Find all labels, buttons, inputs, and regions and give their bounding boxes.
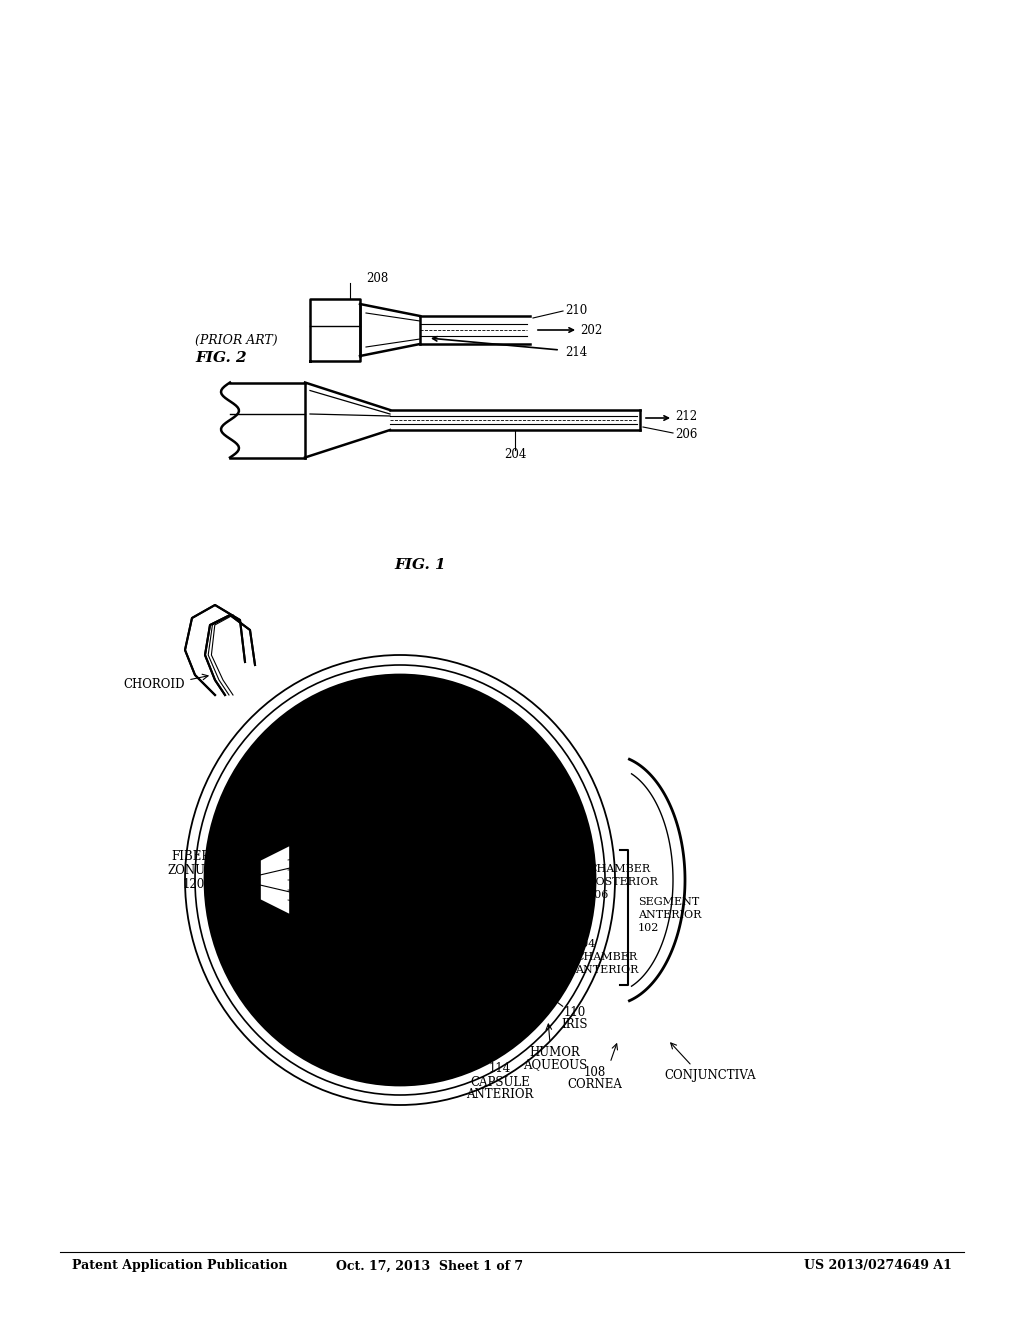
Text: Oct. 17, 2013  Sheet 1 of 7: Oct. 17, 2013 Sheet 1 of 7	[337, 1259, 523, 1272]
Text: 110: 110	[564, 1006, 586, 1019]
Text: CONJUNCTIVA: CONJUNCTIVA	[665, 1068, 756, 1081]
Text: DISK: DISK	[335, 722, 366, 734]
Text: (PRIOR ART): (PRIOR ART)	[195, 334, 278, 346]
Text: RETINA: RETINA	[255, 754, 304, 767]
Text: 210: 210	[565, 304, 587, 317]
Text: CHAMBER: CHAMBER	[588, 865, 650, 874]
Text: 202: 202	[580, 323, 602, 337]
Text: 212: 212	[675, 411, 697, 424]
Text: CAPSULE: CAPSULE	[295, 788, 355, 800]
Text: FIG. 2: FIG. 2	[195, 351, 247, 366]
Text: ZONULE: ZONULE	[168, 863, 222, 876]
Text: Patent Application Publication: Patent Application Publication	[72, 1259, 288, 1272]
Text: HUMOR: HUMOR	[529, 1045, 581, 1059]
Text: 104: 104	[575, 939, 596, 949]
Text: ANTERIOR: ANTERIOR	[638, 909, 701, 920]
Text: FOVEA: FOVEA	[421, 726, 464, 738]
Text: 206: 206	[675, 428, 697, 441]
Text: ANTERIOR: ANTERIOR	[575, 965, 638, 975]
Text: LENS: LENS	[408, 874, 442, 887]
Text: CAPSULE: CAPSULE	[470, 1076, 529, 1089]
Text: CORNEA: CORNEA	[567, 1078, 623, 1092]
Text: IRIS: IRIS	[562, 1019, 588, 1031]
Text: ANTERIOR: ANTERIOR	[466, 1089, 534, 1101]
Text: 118: 118	[265, 738, 287, 751]
Text: 112: 112	[470, 836, 493, 849]
Text: VITREOUS HUMOR: VITREOUS HUMOR	[319, 774, 440, 787]
Ellipse shape	[205, 675, 595, 1085]
Text: 204: 204	[504, 449, 526, 462]
Text: 214: 214	[565, 346, 587, 359]
Text: 106: 106	[588, 890, 609, 900]
Text: SEGMENT: SEGMENT	[638, 898, 699, 907]
Text: 114: 114	[488, 1063, 511, 1076]
Text: 116: 116	[335, 816, 357, 829]
Text: 208: 208	[366, 272, 388, 285]
Text: 102: 102	[638, 923, 659, 933]
Text: 120: 120	[182, 879, 205, 891]
Text: AQUEOUS: AQUEOUS	[523, 1059, 587, 1072]
Text: 108: 108	[584, 1065, 606, 1078]
Text: POSTERIOR: POSTERIOR	[288, 800, 362, 813]
Text: CILIARY: CILIARY	[519, 964, 570, 977]
Text: FIBERS: FIBERS	[171, 850, 219, 863]
Text: CHAMBER: CHAMBER	[575, 952, 637, 962]
Text: FIG. 1: FIG. 1	[394, 558, 445, 572]
Text: US 2013/0274649 A1: US 2013/0274649 A1	[804, 1259, 952, 1272]
Text: POSTERIOR: POSTERIOR	[588, 876, 657, 887]
Text: CHOROID: CHOROID	[124, 678, 185, 692]
Text: BODY: BODY	[527, 950, 563, 964]
Polygon shape	[260, 845, 290, 915]
Polygon shape	[185, 605, 255, 696]
